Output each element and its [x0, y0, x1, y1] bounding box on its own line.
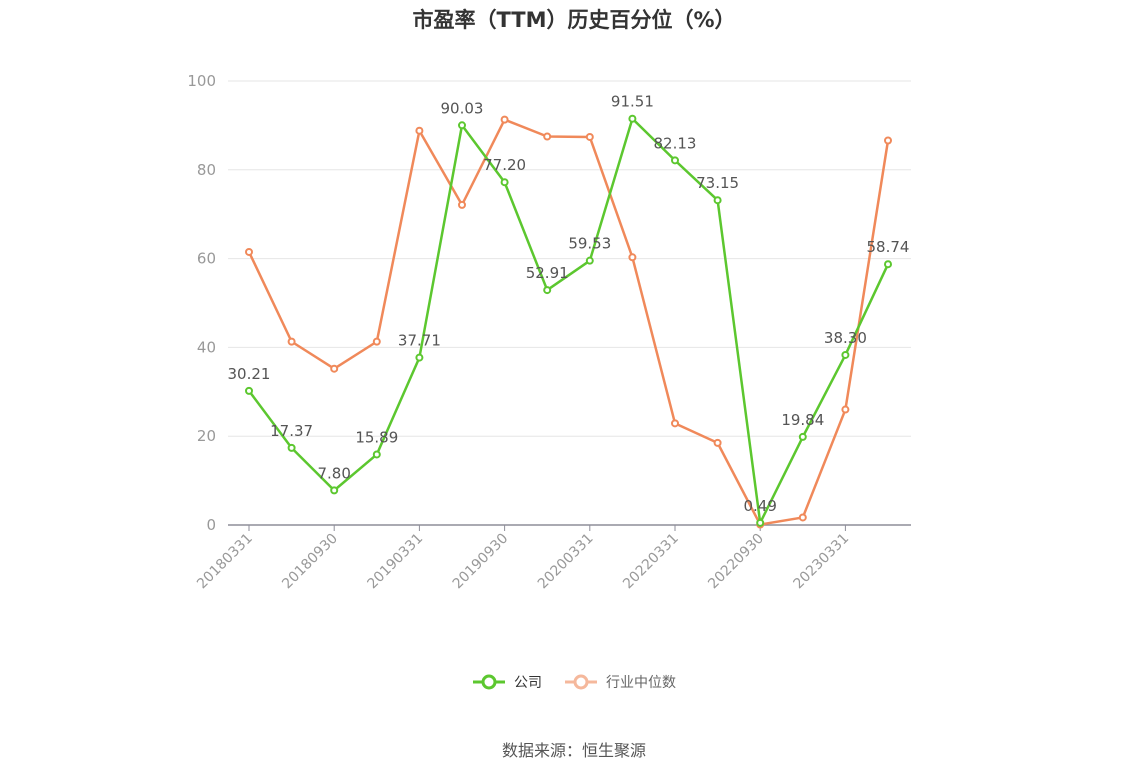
x-tick-label: 20200331 [535, 531, 597, 593]
legend-company-icon [473, 674, 505, 690]
y-tick-label: 0 [206, 516, 216, 534]
series-point-1 [245, 247, 253, 256]
x-tick-label: 20190331 [365, 531, 427, 593]
series-point-1 [330, 364, 339, 373]
series-line-1 [247, 118, 890, 526]
data-label: 17.37 [270, 422, 313, 440]
data-label: 82.13 [654, 134, 697, 152]
data-label: 91.51 [611, 93, 654, 111]
series-point-0 [841, 350, 850, 359]
series-point-0 [458, 121, 466, 130]
series-point-1 [287, 337, 296, 346]
legend: 公司 行业中位数 [0, 672, 1148, 692]
series-point-1 [798, 513, 807, 522]
x-tick-label: 20220930 [705, 531, 767, 593]
label-layer: 30.21 17.37 7.80 15.89 37.71 90.03 77.20 52.91 5… [228, 93, 910, 515]
y-tick-label: 80 [197, 161, 216, 179]
legend-item-industry[interactable]: 行业中位数 [564, 672, 676, 692]
series-point-0 [798, 432, 807, 441]
series-point-0 [245, 386, 253, 395]
legend-label-industry: 行业中位数 [606, 675, 676, 691]
series-point-1 [671, 419, 679, 428]
x-tick-label: 20190930 [450, 531, 512, 593]
series-point-1 [543, 132, 552, 141]
series-point-1 [500, 115, 509, 124]
grid-layer [228, 80, 911, 437]
series-point-1 [841, 405, 850, 414]
series-point-0 [500, 178, 509, 187]
series-point-1 [585, 132, 594, 141]
data-label: 77.20 [483, 156, 526, 174]
legend-item-company[interactable]: 公司 [472, 672, 542, 692]
series-point-0 [628, 114, 637, 123]
data-label: 0.49 [743, 497, 776, 515]
data-label: 59.53 [568, 235, 611, 253]
y-tick-label: 40 [197, 338, 216, 356]
data-label: 73.15 [696, 174, 739, 192]
source-text: 数据来源：恒生聚源 [501, 741, 646, 760]
series-point-0 [713, 196, 722, 205]
series-point-1 [415, 126, 424, 135]
series-point-0 [287, 443, 296, 452]
x-tick-label: 20220331 [620, 531, 682, 593]
legend-label-company: 公司 [514, 675, 542, 691]
series-point-1 [884, 136, 892, 145]
series-point-0 [756, 518, 765, 527]
series-point-1 [713, 438, 722, 447]
y-tick-label: 20 [197, 427, 216, 445]
series-point-0 [372, 450, 381, 459]
data-label: 58.74 [867, 238, 910, 256]
data-label: 37.71 [398, 332, 441, 350]
legend-industry-icon [565, 674, 597, 690]
series-point-0 [585, 256, 594, 265]
series-point-1 [458, 200, 466, 209]
series-point-0 [543, 286, 552, 295]
series-point-0 [415, 353, 424, 362]
series-layer [245, 114, 892, 529]
x-tick-label: 20230331 [791, 531, 853, 593]
series-point-0 [884, 260, 892, 269]
series-point-0 [671, 156, 679, 165]
data-label: 52.91 [526, 264, 569, 282]
chart-title: 市盈率（TTM）历史百分位（%） [412, 8, 736, 32]
series-line-0 [247, 117, 890, 525]
data-label: 19.84 [781, 411, 824, 429]
y-tick-label: 60 [197, 250, 216, 268]
series-point-1 [372, 337, 381, 346]
x-tick-label: 20180930 [279, 531, 341, 593]
data-label: 7.80 [317, 464, 350, 482]
y-tick-label: 100 [187, 72, 216, 90]
series-point-0 [330, 486, 339, 495]
series-point-1 [628, 253, 637, 262]
x-tick-label: 20180331 [194, 531, 256, 593]
data-label: 38.30 [824, 329, 867, 347]
data-label: 90.03 [441, 99, 484, 117]
data-label: 30.21 [228, 365, 271, 383]
data-label: 15.89 [355, 428, 398, 446]
